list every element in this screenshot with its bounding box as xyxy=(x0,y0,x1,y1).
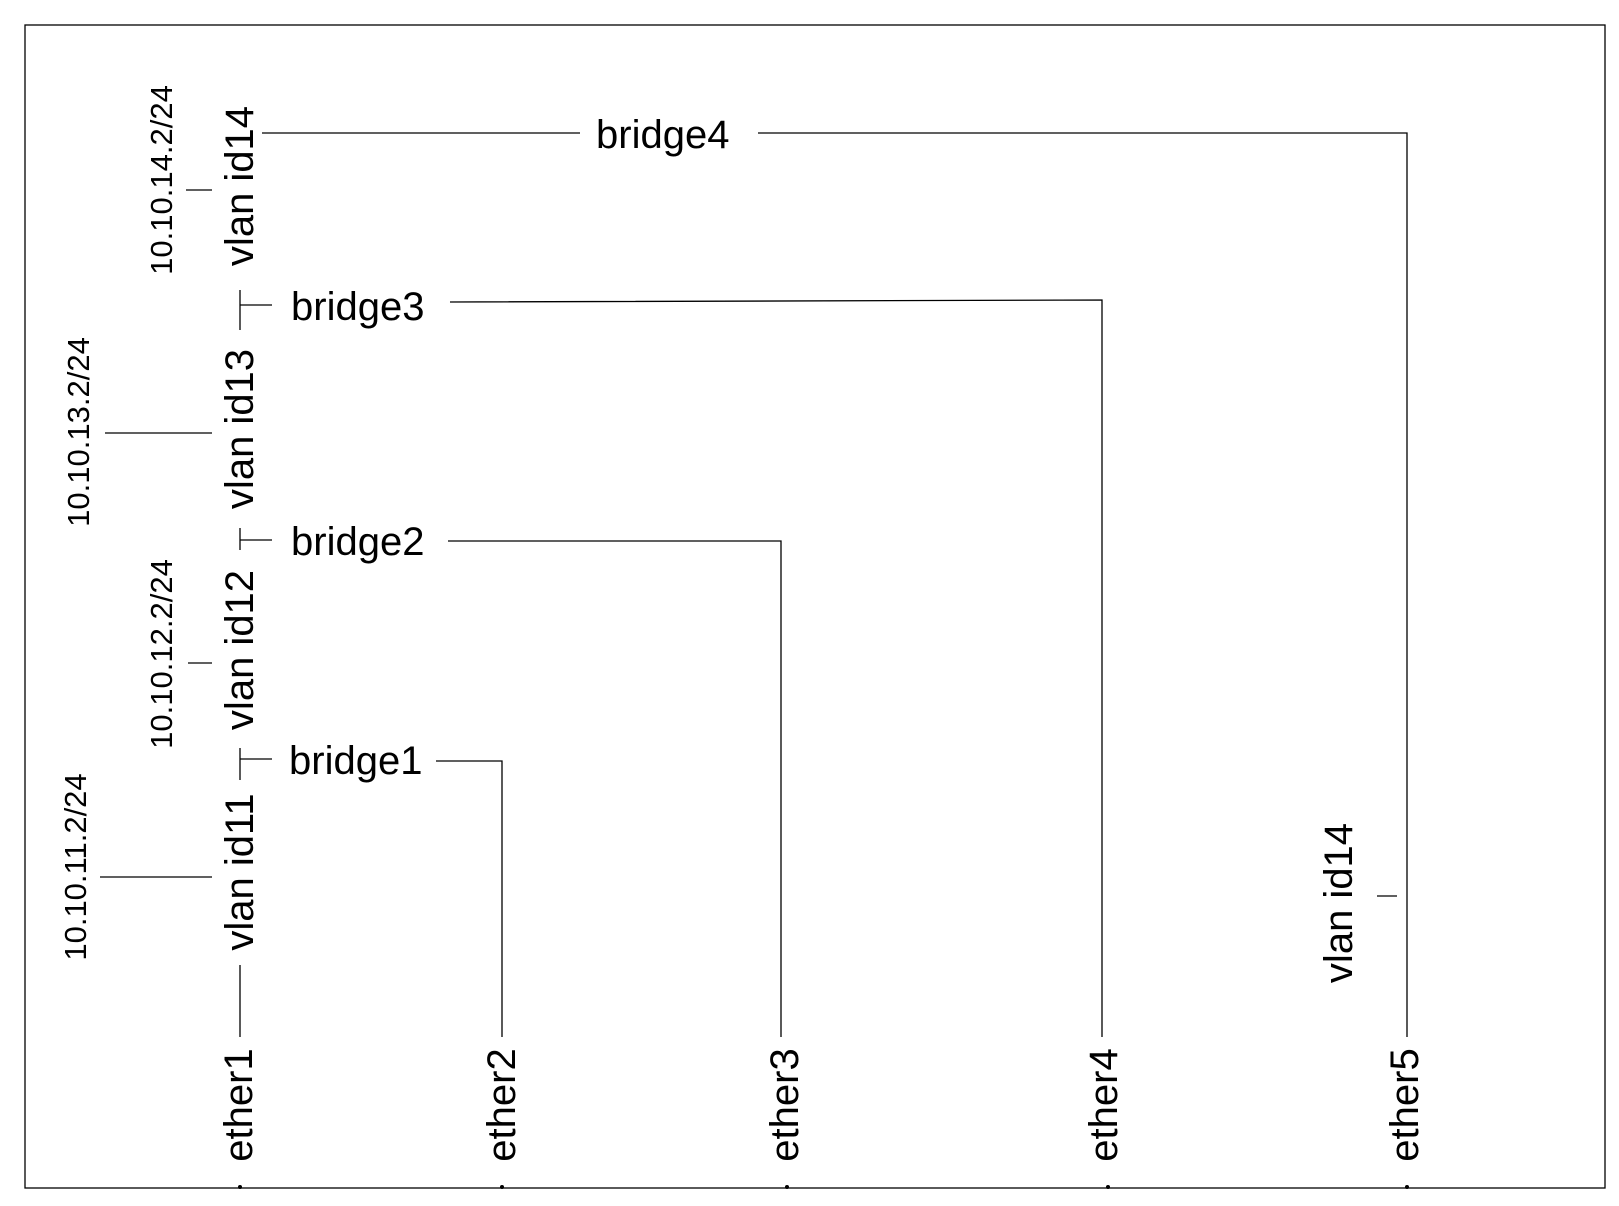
port-ether1-label: ether1 xyxy=(217,1048,261,1161)
vlan-id12-label: vlan id12 xyxy=(218,570,262,730)
ip-10-10-12-2-label: 10.10.12.2/24 xyxy=(144,559,179,749)
ether1-terminal xyxy=(238,1185,242,1189)
bridge4-label: bridge4 xyxy=(596,113,729,157)
port-ether5-label: ether5 xyxy=(1383,1048,1427,1161)
ip-10-10-14-2-label: 10.10.14.2/24 xyxy=(144,85,179,275)
wire-bridge4-ether5 xyxy=(758,132,1408,1037)
ip-10-10-11-2-label: 10.10.11.2/24 xyxy=(58,773,93,960)
vlan-id11-label: vlan id11 xyxy=(218,793,262,950)
port-ether3-label: ether3 xyxy=(763,1048,807,1161)
wire-bridge3-ether4 xyxy=(449,299,1103,1037)
bridge2-label: bridge2 xyxy=(291,520,424,564)
port-ether2-label: ether2 xyxy=(480,1048,524,1161)
ether3-terminal xyxy=(785,1185,789,1189)
ip-10-10-13-2-label: 10.10.13.2/24 xyxy=(61,337,96,527)
vlan-id14-ether5-label: vlan id14 xyxy=(1317,823,1361,983)
ether5-terminal xyxy=(1405,1185,1409,1189)
ether2-terminal xyxy=(500,1185,504,1189)
bridge3-label: bridge3 xyxy=(291,285,424,329)
port-ether4-label: ether4 xyxy=(1082,1048,1126,1161)
diagram-frame xyxy=(24,24,1606,1189)
vlan-id13-label: vlan id13 xyxy=(218,349,262,509)
wire-bridge1-ether2 xyxy=(436,760,503,1037)
wire-bridge2-ether3 xyxy=(448,540,782,1037)
ether4-terminal xyxy=(1106,1185,1110,1189)
vlan-id14-label: vlan id14 xyxy=(218,106,262,266)
bridge1-label: bridge1 xyxy=(289,739,422,783)
